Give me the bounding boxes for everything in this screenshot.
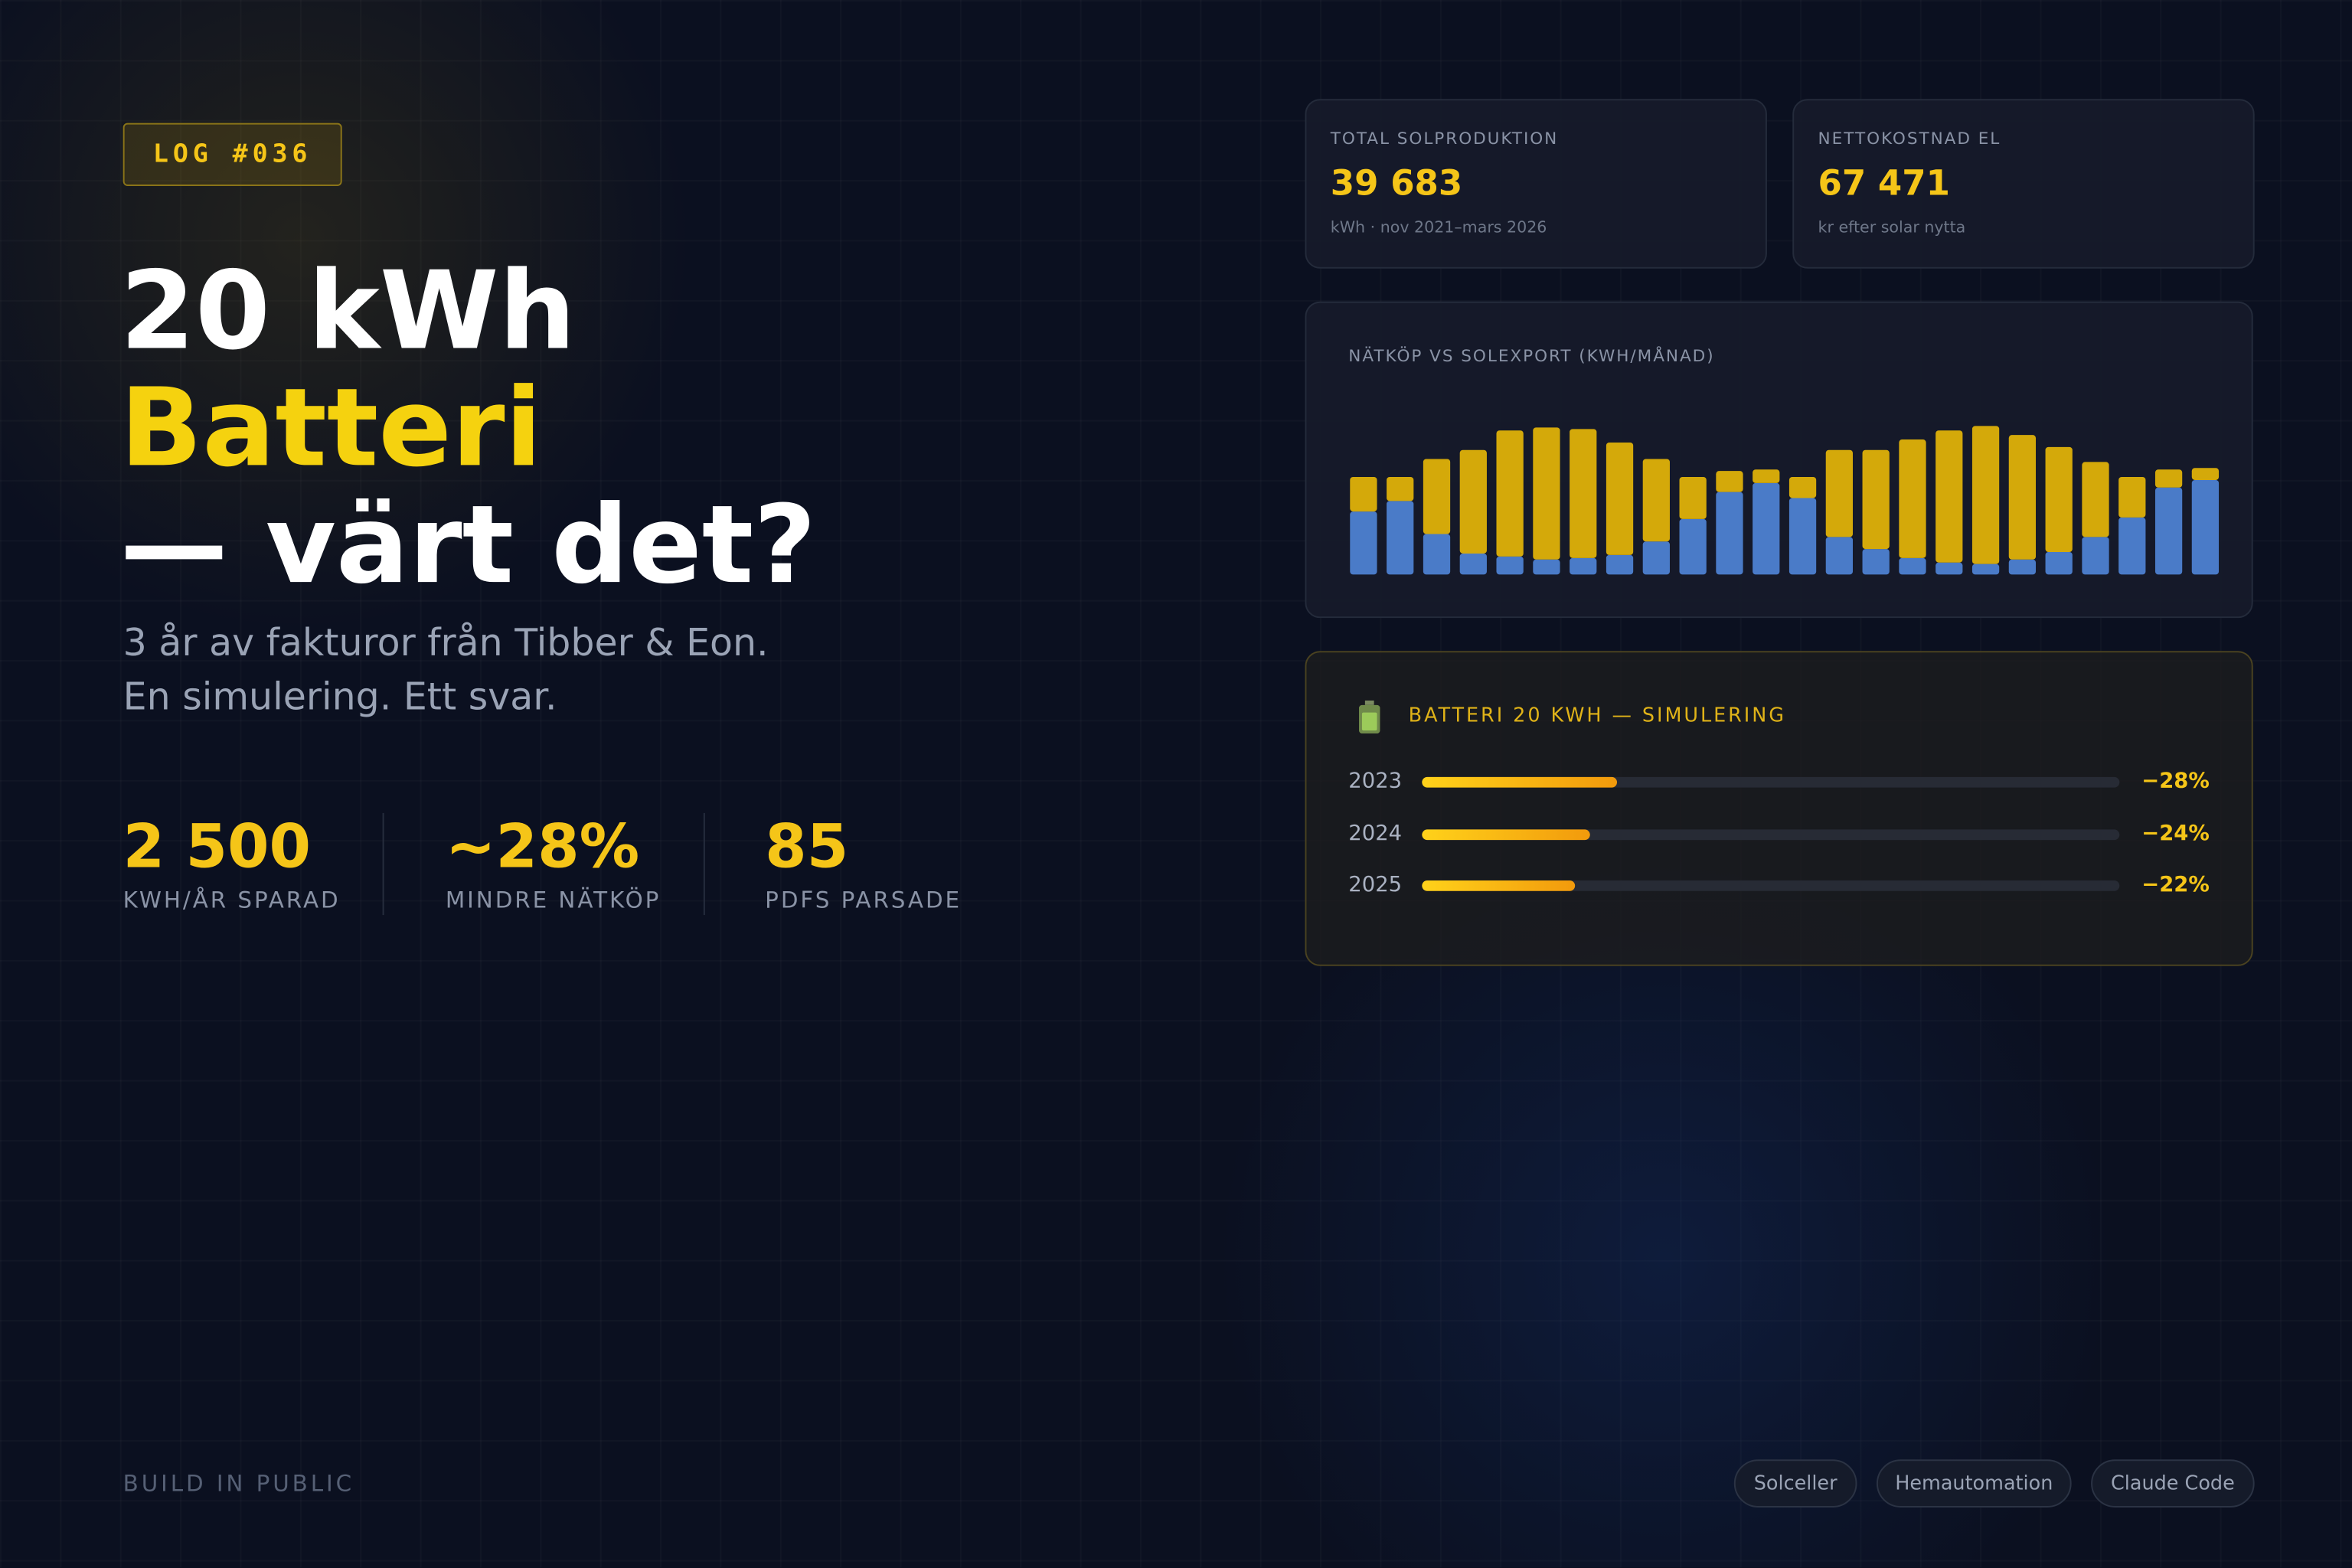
bar-segment [1606, 554, 1634, 575]
card-label: NETTOKOSTNAD EL [1818, 129, 2001, 149]
bar-segment [1899, 439, 1926, 558]
bar-segment [1788, 498, 1817, 575]
bar-segment [2191, 468, 2220, 480]
year-label: 2025 [1348, 873, 1403, 897]
bar-segment [2082, 537, 2109, 575]
bar-segment [1423, 459, 1451, 534]
bar-segment [1971, 426, 2000, 564]
bar-segment [1936, 562, 1963, 575]
battery-icon [1359, 700, 1380, 734]
bar-segment [1459, 553, 1487, 575]
bar-segment [1423, 534, 1451, 575]
chart-title: NÄTKÖP VS SOLEXPORT (KWH/MÅNAD) [1348, 346, 1715, 367]
year-label: 2024 [1348, 822, 1403, 846]
bar-segment [1716, 492, 1743, 575]
bar-segment [1533, 559, 1560, 575]
year-label: 2023 [1348, 769, 1403, 794]
stat-card [1305, 99, 1767, 269]
bar-segment [2154, 469, 2183, 488]
bar-segment [2191, 479, 2220, 575]
bar-segment [1862, 449, 1890, 550]
headline: Batteri [119, 364, 542, 491]
tag: Claude Code [2091, 1459, 2255, 1508]
bar-segment [1496, 556, 1524, 575]
card-sub: kWh · nov 2021–mars 2026 [1330, 219, 1547, 237]
bar-segment [2082, 462, 2109, 537]
subtitle: En simulering. Ett svar. [122, 675, 557, 719]
bar-segment [1679, 477, 1707, 519]
stat-label: KWH/ÅR SPARAD [122, 886, 341, 914]
stat-value: 2 500 [122, 812, 312, 883]
bar-segment [1350, 477, 1377, 512]
bar-segment [1716, 471, 1743, 492]
bar-segment [1387, 501, 1414, 575]
stat-value: ~28% [445, 812, 640, 883]
bar-segment [1753, 482, 1780, 575]
bar-segment [1387, 477, 1414, 501]
bar-segment [1788, 477, 1817, 498]
progress-bar [1422, 776, 1618, 788]
stat-card [1792, 99, 2255, 269]
footer: BUILD IN PUBLIC [122, 1470, 355, 1498]
bar-segment [2045, 446, 2073, 552]
bar-segment [1753, 469, 1780, 483]
bar-segment [1533, 427, 1560, 560]
progress-bar [1422, 880, 1576, 891]
bar-segment [2008, 559, 2037, 575]
value-label: −22% [2141, 873, 2210, 897]
card-sub: kr efter solar nytta [1818, 219, 1966, 237]
headline: 20 kWh [119, 247, 576, 374]
progress-bar [1422, 829, 1589, 841]
subtitle: 3 år av fakturor från Tibber & Eon. [122, 621, 769, 665]
headline: — värt det? [119, 481, 817, 608]
bar-segment [1606, 442, 1634, 555]
stat-label: MINDRE NÄTKÖP [445, 886, 662, 914]
tag: Solceller [1733, 1459, 1857, 1508]
bar-segment [1642, 541, 1670, 575]
bar-segment [2045, 551, 2073, 575]
bar-segment [1971, 564, 2000, 575]
bar-segment [2154, 487, 2183, 575]
bar-segment [1936, 430, 1963, 563]
stat-label: PDFS PARSADE [765, 886, 962, 914]
bar-segment [2118, 517, 2146, 575]
card-value: 39 683 [1330, 165, 1463, 204]
tag: Hemautomation [1876, 1459, 2072, 1508]
card-label: TOTAL SOLPRODUKTION [1330, 129, 1559, 149]
bar-segment [1825, 449, 1853, 537]
value-label: −28% [2141, 769, 2210, 794]
progress-track [1422, 880, 2120, 891]
bar-segment [1899, 557, 1926, 575]
bar-segment [1679, 518, 1707, 575]
bar-segment [1570, 557, 1597, 575]
simulation-title: BATTERI 20 KWH — SIMULERING [1408, 704, 1786, 728]
bar-segment [1825, 537, 1853, 575]
bar-segment [1862, 549, 1890, 575]
separator [703, 812, 705, 916]
bar-segment [1642, 459, 1670, 542]
separator [382, 812, 384, 916]
bar-segment [2008, 435, 2037, 560]
progress-track [1422, 829, 2120, 841]
log-badge: LOG #036 [122, 122, 342, 186]
bar-segment [2118, 477, 2146, 518]
bar-segment [1570, 429, 1597, 558]
bar-segment [1350, 511, 1377, 575]
bar-segment [1496, 430, 1524, 557]
stat-value: 85 [765, 812, 849, 883]
bar-chart [1350, 426, 2220, 575]
bar-segment [1459, 449, 1487, 554]
card-value: 67 471 [1818, 165, 1951, 204]
value-label: −24% [2141, 822, 2210, 846]
simulation-card [1305, 651, 2253, 966]
